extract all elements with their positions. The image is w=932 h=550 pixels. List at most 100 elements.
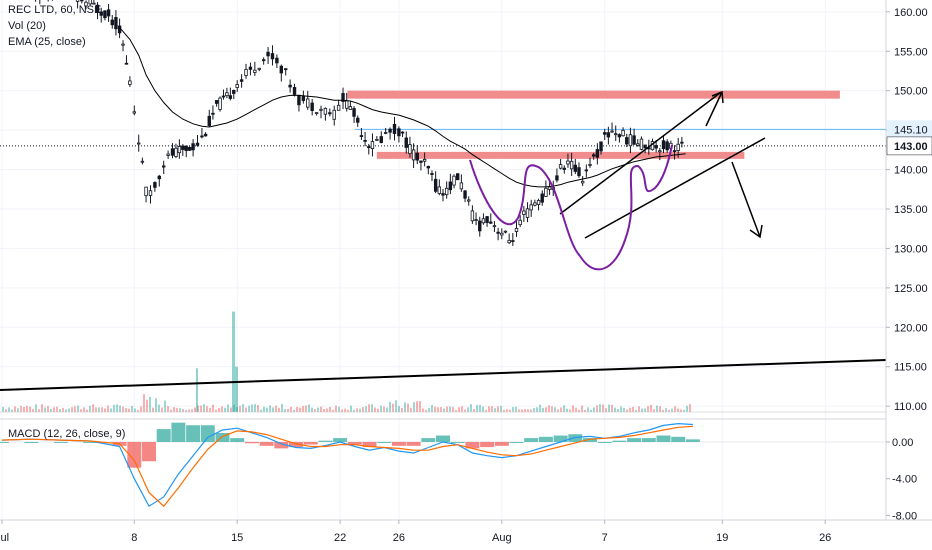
volume-bar: [173, 407, 175, 412]
volume-bar: [155, 398, 157, 412]
volume-bar: [413, 402, 415, 412]
volume-bar: [17, 408, 19, 412]
volume-bar: [356, 408, 358, 412]
candle: [411, 143, 416, 169]
time-tick-label: 8: [131, 532, 137, 544]
volume-bar: [107, 405, 109, 412]
macd-histogram-bar: [391, 441, 406, 446]
volume-bar: [281, 404, 283, 412]
candle-body: [591, 154, 596, 157]
time-tick-label: 7: [602, 532, 608, 544]
volume-bar: [596, 405, 598, 412]
volume-bar: [419, 401, 421, 412]
price-tick-label: 110.00: [894, 401, 927, 413]
candle-body: [676, 143, 680, 151]
candle-body: [404, 137, 408, 148]
candle-body: [261, 59, 266, 62]
candle-body: [680, 141, 684, 144]
candle: [375, 136, 379, 142]
candle-body: [419, 160, 423, 163]
macd-tick-label: -4.00: [892, 474, 917, 486]
volume-bar: [578, 409, 580, 412]
volume-bar: [128, 408, 130, 412]
candle-body: [170, 148, 175, 156]
candle-body: [195, 142, 200, 146]
volume-bar: [410, 407, 412, 412]
volume-bar: [299, 407, 301, 412]
candle: [137, 134, 141, 152]
candle-body: [114, 17, 118, 30]
volume-bar: [353, 409, 355, 412]
candle-body: [540, 193, 544, 203]
candle: [558, 158, 563, 170]
volume-bar: [422, 408, 424, 412]
candle: [621, 127, 625, 137]
candle-body: [379, 136, 383, 144]
volume-bar: [20, 406, 22, 412]
volume-bar: [284, 409, 286, 412]
volume-bar: [5, 409, 7, 412]
volume-bar: [461, 406, 463, 412]
candle-body: [140, 160, 145, 163]
volume-bar: [464, 409, 466, 412]
candle-body: [481, 218, 486, 224]
volume-bar: [512, 407, 514, 412]
candle: [319, 105, 323, 119]
macd-histogram-bar: [0, 441, 9, 443]
volume-bar: [59, 409, 61, 412]
volume-bar: [254, 404, 256, 412]
candle-body: [110, 19, 114, 26]
candle: [452, 174, 456, 189]
volume-bar: [206, 406, 208, 412]
volume-bar: [329, 406, 331, 412]
candle: [492, 221, 497, 232]
candle: [672, 145, 677, 160]
time-tick-label: Jul: [0, 532, 9, 544]
volume-bar: [638, 406, 640, 412]
volume-bar: [677, 408, 679, 412]
volume-bar: [584, 409, 586, 412]
macd-histogram-bar: [450, 441, 465, 443]
candle: [301, 90, 306, 104]
candle: [544, 180, 548, 197]
candle: [177, 139, 182, 159]
volume-bar: [452, 407, 454, 412]
candle-body: [459, 182, 464, 190]
volume-bar: [374, 407, 376, 412]
price-tick-label: 150.00: [894, 86, 928, 98]
volume-bar: [488, 406, 490, 412]
ema-path: [119, 27, 686, 188]
candle-body: [661, 140, 666, 150]
candle: [665, 139, 669, 153]
volume-bar: [368, 404, 370, 412]
macd-histogram-bar: [259, 441, 274, 446]
badge-level-bg: [887, 120, 932, 139]
candle: [244, 63, 248, 79]
volume-bar: [125, 408, 127, 412]
volume-bar: [218, 408, 220, 412]
candle: [617, 133, 622, 143]
arrow-up-head: [711, 90, 724, 104]
candle: [35, 0, 37, 2]
candle-body: [500, 232, 504, 236]
macd-histogram-bar: [53, 441, 68, 443]
candle-body: [599, 141, 603, 152]
volume-bar: [215, 409, 217, 412]
candle-body: [625, 137, 629, 145]
candle: [529, 199, 533, 217]
volume-bar: [683, 409, 685, 412]
legend-ema: EMA (25, close): [8, 36, 86, 48]
candle: [195, 135, 200, 147]
volume-bar: [23, 407, 25, 412]
candle: [332, 105, 336, 126]
drawings: [0, 90, 887, 391]
candle-body: [306, 98, 310, 108]
volume-bar: [545, 407, 547, 412]
time-tick-label: 22: [334, 532, 346, 544]
volume-bar: [245, 407, 247, 412]
candle: [352, 106, 356, 123]
candle-body: [448, 181, 453, 191]
volume-bar: [470, 404, 472, 412]
